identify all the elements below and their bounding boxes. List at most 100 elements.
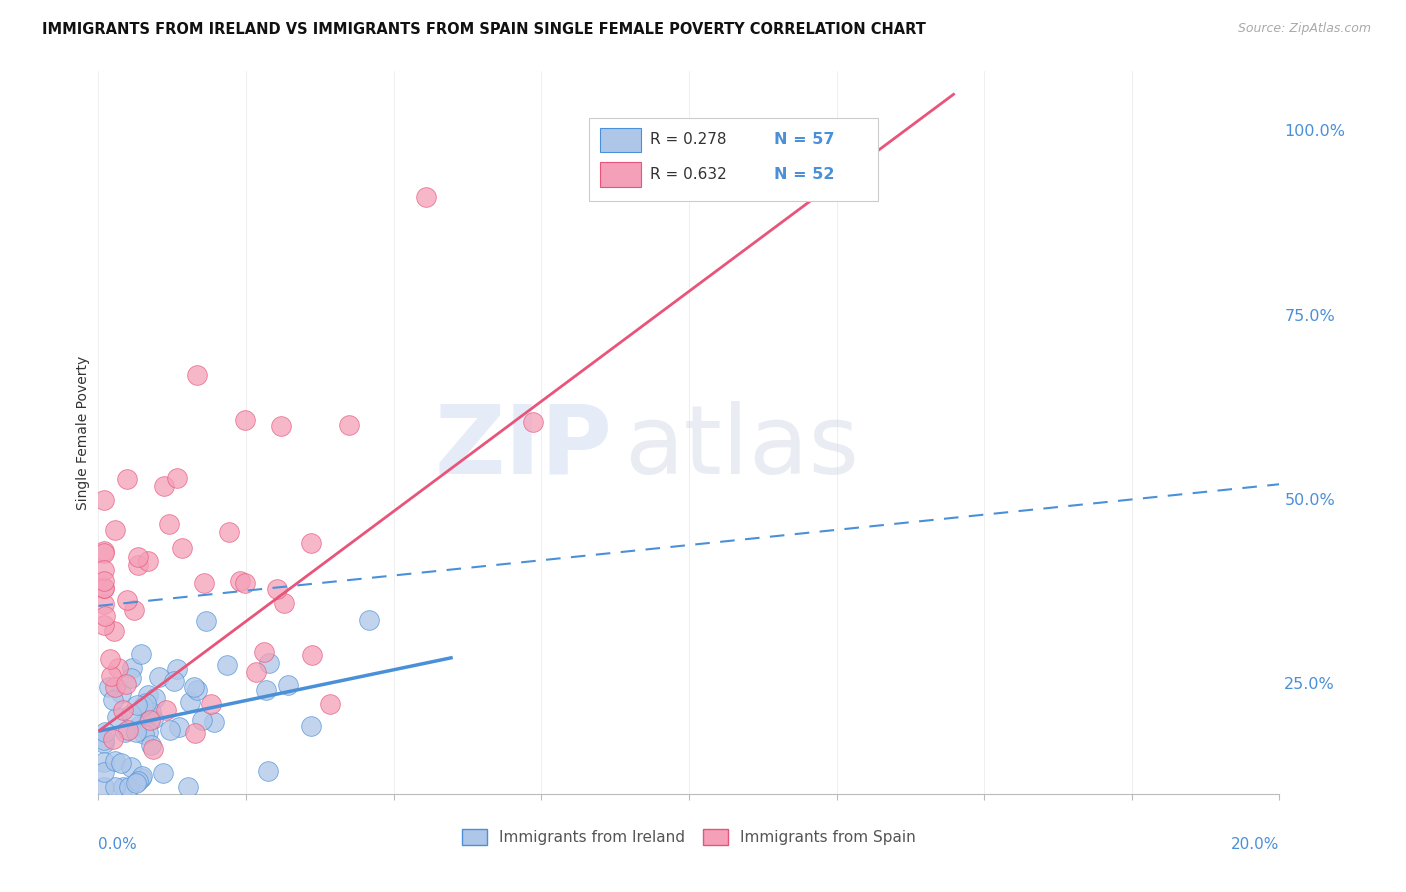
Point [136, 688, 159, 702]
Point [104, 780, 127, 794]
Point [111, 780, 134, 794]
Point [93, 780, 115, 794]
Text: IMMIGRANTS FROM IRELAND VS IMMIGRANTS FROM SPAIN SINGLE FEMALE POVERTY CORRELATI: IMMIGRANTS FROM IRELAND VS IMMIGRANTS FR… [42, 22, 927, 37]
Point [415, 189, 437, 203]
Point [218, 524, 240, 539]
Text: 20.0%: 20.0% [1232, 838, 1279, 852]
Point [163, 673, 186, 688]
Point [132, 698, 155, 713]
Point [233, 413, 256, 427]
Legend: Immigrants from Ireland, Immigrants from Spain: Immigrants from Ireland, Immigrants from… [456, 822, 922, 851]
Point [129, 647, 152, 661]
Point [166, 470, 188, 484]
Point [115, 677, 138, 691]
Point [159, 723, 181, 737]
Point [142, 741, 165, 756]
Point [129, 771, 152, 785]
Point [522, 415, 544, 429]
Point [93, 755, 115, 769]
Point [153, 479, 176, 493]
Point [200, 698, 222, 712]
Point [104, 680, 127, 694]
Point [135, 696, 157, 710]
Text: 0.0%: 0.0% [98, 838, 138, 852]
Point [177, 780, 200, 794]
Point [110, 686, 132, 700]
Text: ZIP: ZIP [434, 401, 612, 493]
Point [127, 549, 149, 564]
Point [115, 593, 138, 607]
Point [122, 603, 145, 617]
Point [202, 715, 225, 730]
Point [299, 536, 322, 550]
Point [93, 493, 115, 508]
Point [337, 418, 360, 433]
Point [93, 543, 115, 558]
Point [98, 651, 121, 665]
Point [142, 712, 165, 726]
Point [93, 733, 115, 747]
Point [193, 576, 215, 591]
Point [273, 596, 295, 610]
Point [319, 697, 342, 711]
Point [103, 624, 125, 638]
Point [131, 769, 153, 783]
Point [125, 776, 148, 790]
Point [128, 718, 150, 732]
Point [94, 608, 117, 623]
Point [120, 706, 142, 721]
Text: atlas: atlas [624, 401, 859, 493]
Point [166, 663, 188, 677]
Point [186, 683, 208, 698]
Point [136, 554, 159, 568]
Point [97, 680, 120, 694]
Point [111, 703, 134, 717]
Point [127, 698, 149, 713]
Point [152, 765, 174, 780]
Point [100, 669, 122, 683]
Point [101, 693, 124, 707]
Point [143, 691, 166, 706]
Point [127, 558, 149, 573]
Point [179, 695, 201, 709]
Point [139, 705, 162, 719]
Point [125, 724, 148, 739]
Point [136, 724, 159, 739]
Point [266, 582, 288, 596]
Point [167, 720, 190, 734]
Y-axis label: Single Female Poverty: Single Female Poverty [76, 356, 90, 509]
Point [117, 723, 139, 737]
Point [139, 738, 162, 752]
Text: R = 0.278: R = 0.278 [650, 133, 727, 147]
Point [194, 614, 217, 628]
Point [127, 773, 149, 788]
Point [155, 703, 177, 717]
Point [118, 780, 141, 794]
Point [93, 581, 115, 595]
Point [105, 710, 128, 724]
Point [115, 472, 138, 486]
Point [217, 658, 239, 673]
Point [148, 669, 170, 683]
Point [186, 368, 208, 382]
Text: N = 52: N = 52 [773, 167, 835, 182]
Text: Source: ZipAtlas.com: Source: ZipAtlas.com [1237, 22, 1371, 36]
Point [245, 665, 267, 680]
Point [233, 576, 256, 591]
Text: R = 0.632: R = 0.632 [650, 167, 727, 182]
Point [93, 581, 115, 595]
Point [184, 726, 207, 740]
Point [93, 563, 115, 577]
Point [253, 645, 276, 659]
Point [121, 661, 143, 675]
Point [93, 765, 115, 780]
Point [120, 672, 142, 686]
Point [191, 713, 214, 727]
Point [110, 756, 132, 770]
Point [139, 714, 162, 728]
Point [157, 517, 180, 532]
Point [114, 725, 136, 739]
FancyBboxPatch shape [600, 128, 641, 153]
Point [228, 574, 250, 589]
Point [134, 727, 156, 741]
